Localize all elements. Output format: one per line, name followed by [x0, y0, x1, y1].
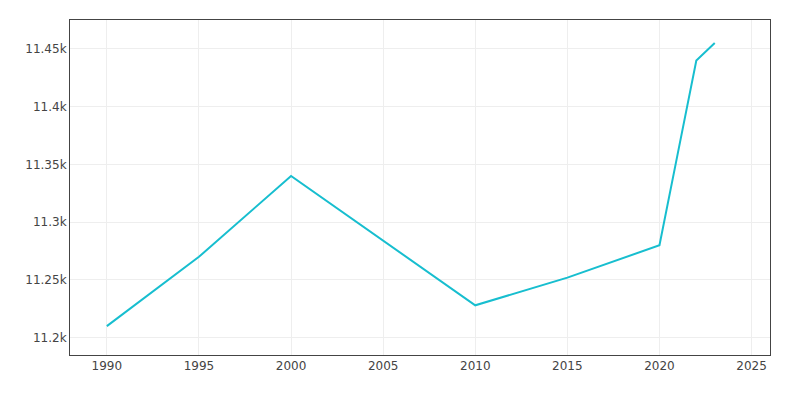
svg-text:2010: 2010	[460, 359, 491, 373]
svg-text:11.25k: 11.25k	[25, 273, 66, 287]
svg-text:11.3k: 11.3k	[33, 215, 67, 229]
svg-text:11.35k: 11.35k	[25, 158, 66, 172]
svg-text:2020: 2020	[644, 359, 675, 373]
svg-text:11.4k: 11.4k	[33, 100, 67, 114]
svg-text:2015: 2015	[552, 359, 583, 373]
svg-text:2000: 2000	[276, 359, 307, 373]
svg-text:2005: 2005	[368, 359, 399, 373]
svg-text:1990: 1990	[92, 359, 123, 373]
svg-text:1995: 1995	[184, 359, 215, 373]
svg-text:11.45k: 11.45k	[25, 42, 66, 56]
svg-text:11.2k: 11.2k	[33, 331, 67, 345]
svg-text:2025: 2025	[736, 359, 767, 373]
